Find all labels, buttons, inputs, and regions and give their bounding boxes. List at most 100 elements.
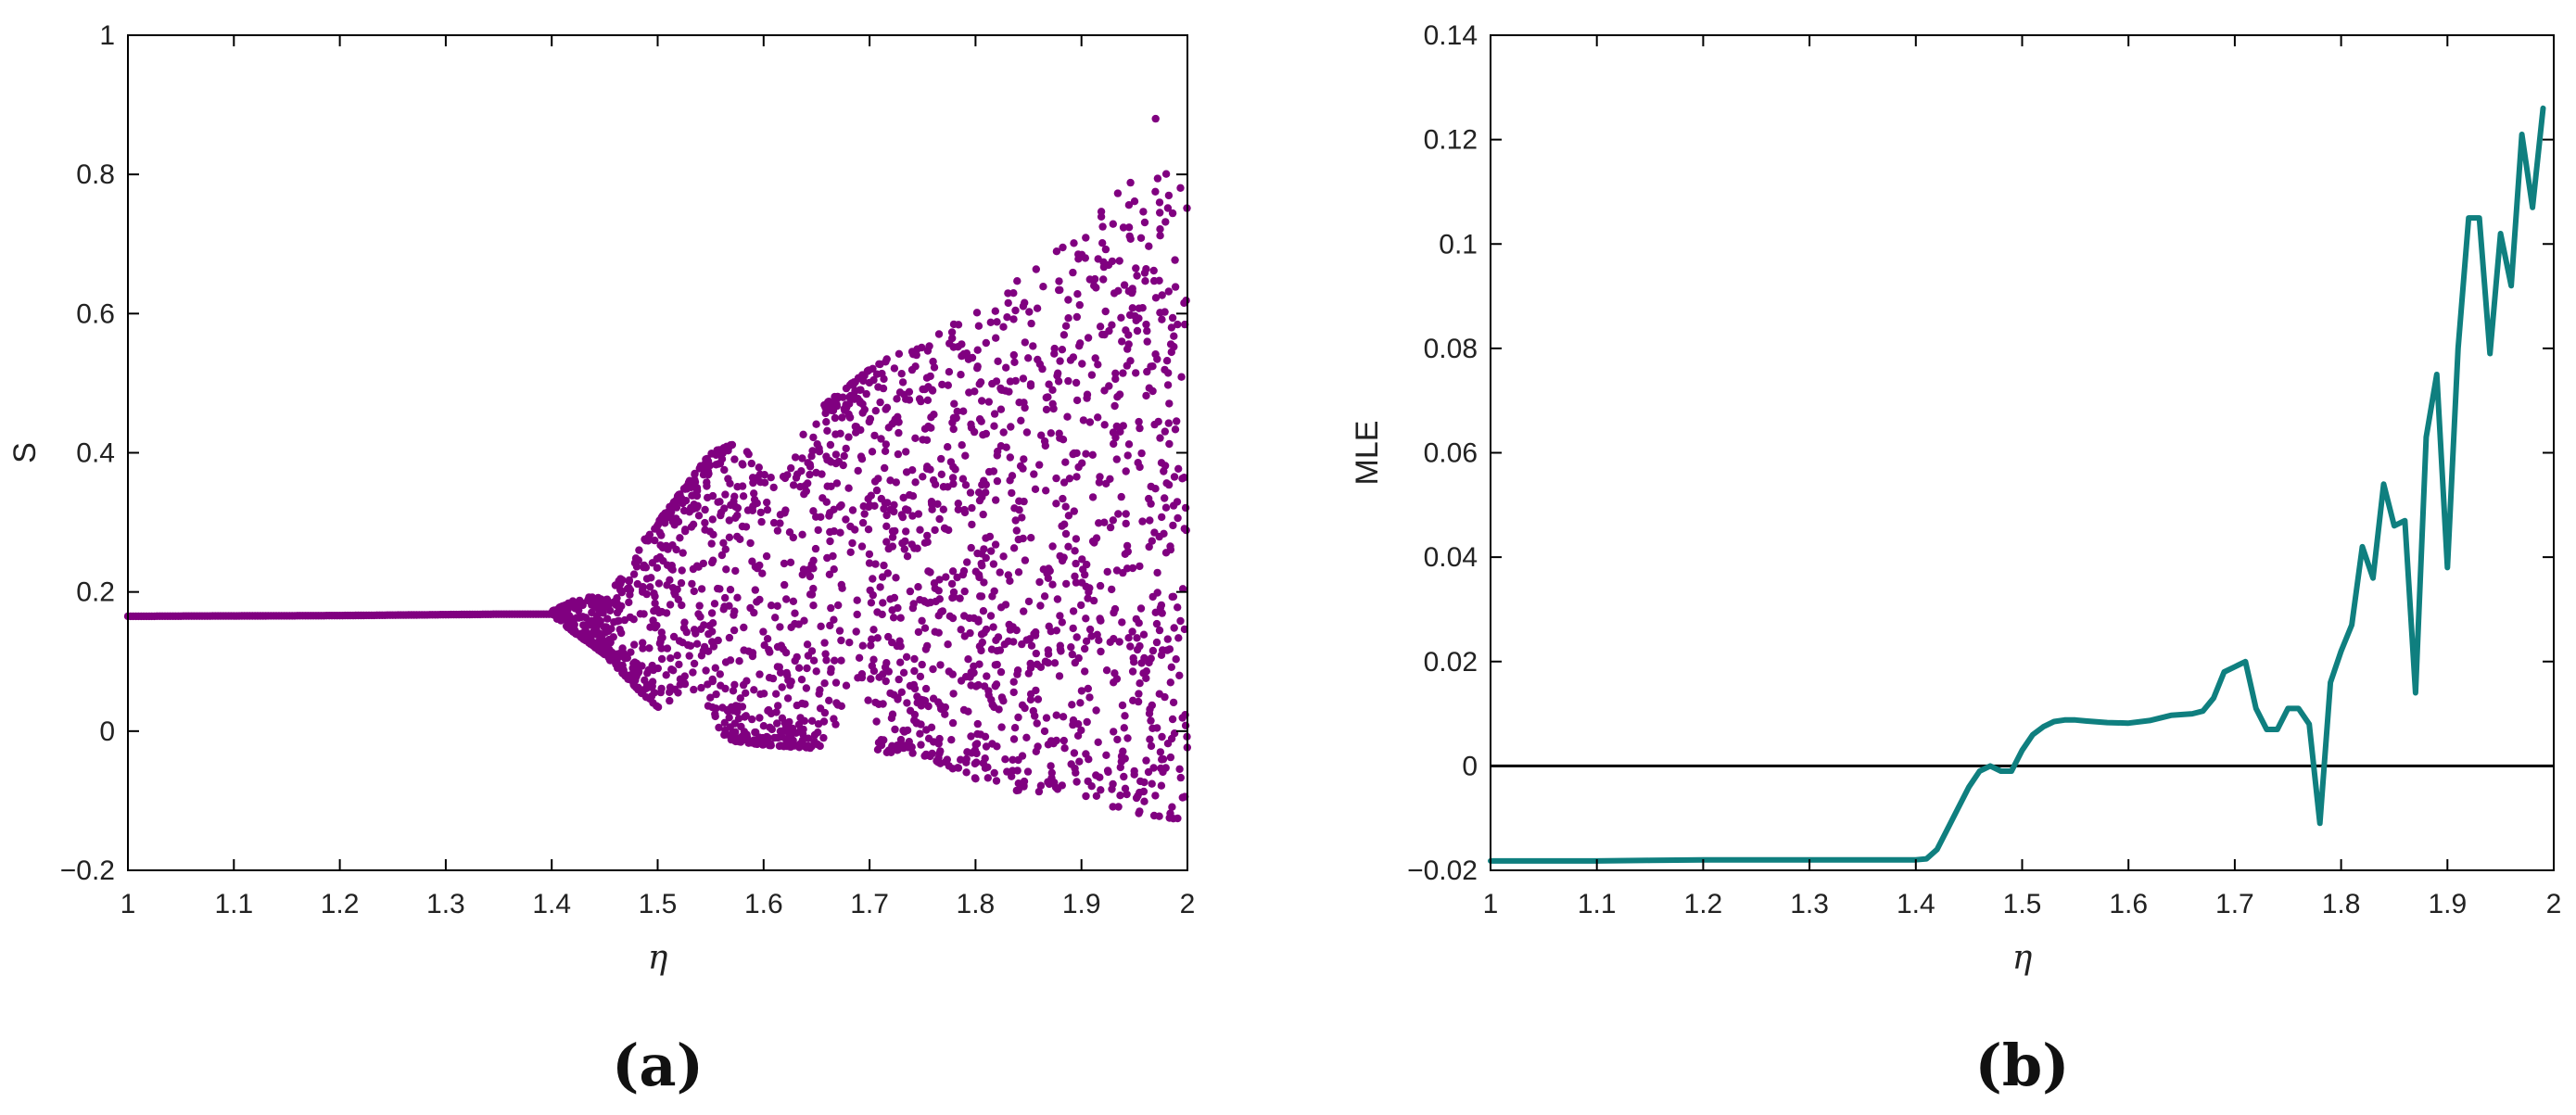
bifurcation-point (1055, 672, 1064, 680)
x-tick-label: 1.4 (1897, 889, 1935, 919)
bifurcation-point (1155, 626, 1164, 635)
bifurcation-point (806, 470, 814, 479)
bifurcation-point (1144, 767, 1153, 777)
mle-series-line (1488, 105, 2546, 864)
bifurcation-point (906, 587, 915, 596)
bifurcation-point (1010, 724, 1020, 732)
bifurcation-point (920, 752, 929, 760)
bifurcation-point (553, 608, 563, 616)
bifurcation-point (1117, 492, 1125, 501)
bifurcation-point (709, 642, 718, 651)
bifurcation-point (1147, 482, 1155, 491)
bifurcation-point (964, 655, 972, 664)
bifurcation-point (1013, 277, 1022, 285)
bifurcation-point (993, 451, 1002, 460)
bifurcation-point (1060, 478, 1069, 487)
panel-a-label: (a) (612, 1032, 704, 1099)
bifurcation-point (1170, 624, 1178, 632)
bifurcation-point (988, 592, 996, 601)
bifurcation-point (744, 450, 753, 459)
panel-b-x-axis: 1 1.1 1.2 1.3 1.4 1.5 1.6 1.7 1.8 1.9 2 (1483, 35, 2561, 919)
bifurcation-point (1166, 753, 1175, 762)
bifurcation-point (748, 474, 757, 482)
bifurcation-point (678, 566, 686, 575)
bifurcation-point (806, 462, 815, 471)
bifurcation-point (1013, 767, 1022, 775)
bifurcation-point (1156, 309, 1164, 317)
bifurcation-point (817, 513, 825, 521)
bifurcation-point (1122, 510, 1130, 518)
bifurcation-point (1122, 519, 1130, 528)
bifurcation-point (944, 443, 952, 451)
bifurcation-point (949, 424, 958, 434)
x-tick-label: 1.2 (1684, 889, 1723, 919)
bifurcation-point (1149, 266, 1158, 275)
bifurcation-point (819, 733, 828, 742)
bifurcation-point (1076, 339, 1085, 348)
bifurcation-point (1094, 738, 1102, 746)
bifurcation-point (1044, 778, 1052, 786)
bifurcation-point (616, 649, 625, 657)
bifurcation-point (845, 399, 854, 408)
bifurcation-point (1139, 669, 1148, 678)
bifurcation-point (882, 522, 891, 530)
bifurcation-point (725, 714, 733, 722)
bifurcation-point (1115, 638, 1123, 646)
bifurcation-point (1003, 767, 1011, 776)
bifurcation-point (963, 558, 971, 566)
bifurcation-point (1062, 579, 1071, 589)
bifurcation-point (1157, 781, 1166, 790)
bifurcation-point (1039, 565, 1048, 574)
bifurcation-point (774, 702, 782, 710)
bifurcation-point (1156, 209, 1164, 217)
bifurcation-point (867, 675, 875, 683)
bifurcation-point (796, 741, 805, 750)
bifurcation-point (1077, 601, 1085, 610)
bifurcation-point (1042, 714, 1051, 722)
bifurcation-point (642, 589, 651, 599)
y-tick-label: 0.06 (1424, 438, 1478, 469)
bifurcation-point (660, 517, 669, 526)
bifurcation-point (548, 609, 556, 617)
bifurcation-point (816, 741, 824, 751)
bifurcation-point (1063, 412, 1072, 421)
bifurcation-point (978, 562, 986, 570)
bifurcation-point (1064, 542, 1072, 551)
bifurcation-point (670, 589, 679, 597)
bifurcation-point (1021, 556, 1030, 564)
bifurcation-point (700, 621, 708, 629)
bifurcation-point (778, 683, 786, 691)
bifurcation-point (809, 656, 818, 665)
bifurcation-point (1166, 809, 1174, 817)
bifurcation-point (982, 338, 991, 348)
bifurcation-point (1148, 592, 1157, 602)
bifurcation-point (874, 383, 882, 391)
bifurcation-point (994, 357, 1002, 365)
bifurcation-point (1014, 786, 1022, 794)
bifurcation-point (935, 595, 944, 603)
bifurcation-point (852, 627, 860, 636)
bifurcation-point (730, 680, 739, 689)
bifurcation-point (769, 518, 779, 527)
bifurcation-point (880, 504, 888, 513)
bifurcation-point (731, 566, 740, 576)
bifurcation-point (882, 440, 890, 449)
bifurcation-point (672, 514, 680, 523)
bifurcation-point (957, 677, 966, 685)
bifurcation-point (1020, 607, 1028, 615)
bifurcation-point (983, 774, 993, 782)
bifurcation-point (992, 334, 1000, 342)
bifurcation-point (1087, 371, 1097, 379)
bifurcation-point (975, 660, 983, 668)
bifurcation-point (967, 420, 975, 428)
bifurcation-point (1068, 650, 1077, 659)
bifurcation-point (1009, 544, 1019, 552)
bifurcation-point (1059, 494, 1067, 503)
bifurcation-point (662, 671, 670, 679)
bifurcation-point (1072, 312, 1082, 322)
bifurcation-point (645, 644, 654, 653)
bifurcation-point (1064, 296, 1072, 304)
bifurcation-point (1168, 803, 1176, 811)
bifurcation-point (1044, 650, 1053, 658)
bifurcation-point (715, 723, 723, 732)
